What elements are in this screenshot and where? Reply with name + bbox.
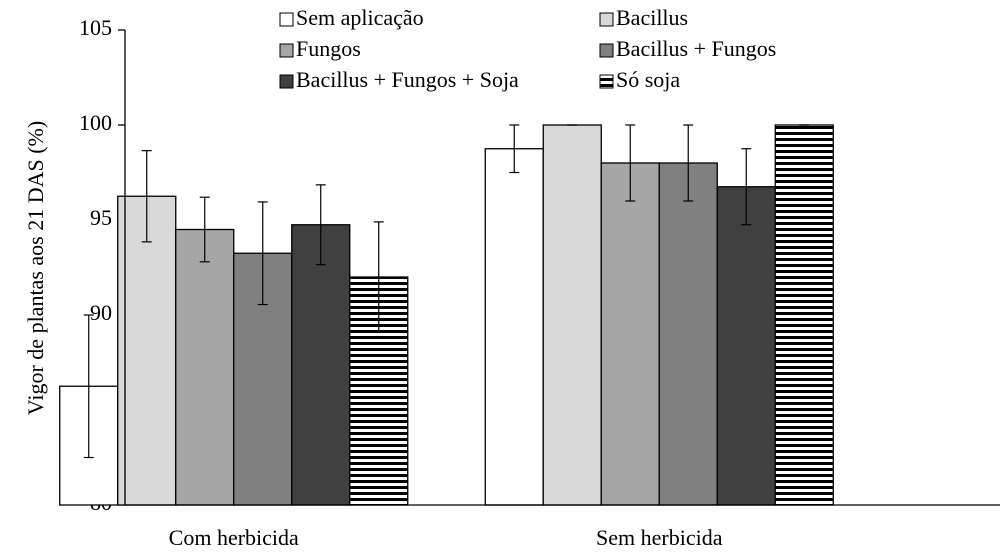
legend-label: Fungos — [296, 36, 361, 61]
legend-swatch — [599, 74, 614, 89]
error-bar — [199, 196, 210, 263]
legend-label: Só soja — [616, 67, 680, 92]
error-bar — [683, 124, 694, 202]
bar — [716, 186, 776, 506]
x-tick-label: Sem herbicida — [596, 525, 723, 550]
bar — [117, 195, 177, 506]
error-bar — [315, 184, 326, 266]
error-bar — [625, 124, 636, 202]
legend-label: Sem aplicação — [296, 5, 424, 30]
x-tick-label: Com herbicida — [169, 525, 299, 550]
bar — [175, 228, 235, 506]
y-tick-label: 90 — [90, 300, 112, 325]
error-bar — [509, 124, 520, 174]
bar — [600, 162, 660, 506]
legend-swatch — [279, 43, 294, 58]
legend-swatch — [599, 12, 614, 27]
bar — [774, 124, 834, 506]
bar — [484, 148, 544, 506]
error-bar — [83, 314, 94, 459]
legend-label: Bacillus — [616, 5, 688, 30]
legend-swatch — [279, 74, 294, 89]
bar — [542, 124, 602, 506]
error-bar — [373, 221, 384, 333]
bar — [291, 224, 351, 506]
legend-label: Bacillus + Fungos — [616, 36, 776, 61]
legend-label: Bacillus + Fungos + Soja — [296, 67, 519, 92]
error-bar — [141, 150, 152, 243]
bar — [658, 162, 718, 506]
y-axis-label: Vigor de plantas aos 21 DAS (%) — [23, 121, 48, 415]
legend-swatch — [599, 43, 614, 58]
error-bar — [741, 148, 752, 226]
y-tick-label: 100 — [79, 110, 112, 135]
y-tick-label: 105 — [79, 15, 112, 40]
bar — [349, 276, 409, 506]
legend-swatch — [279, 12, 294, 27]
y-tick-label: 95 — [90, 205, 112, 230]
error-bar — [257, 201, 268, 306]
